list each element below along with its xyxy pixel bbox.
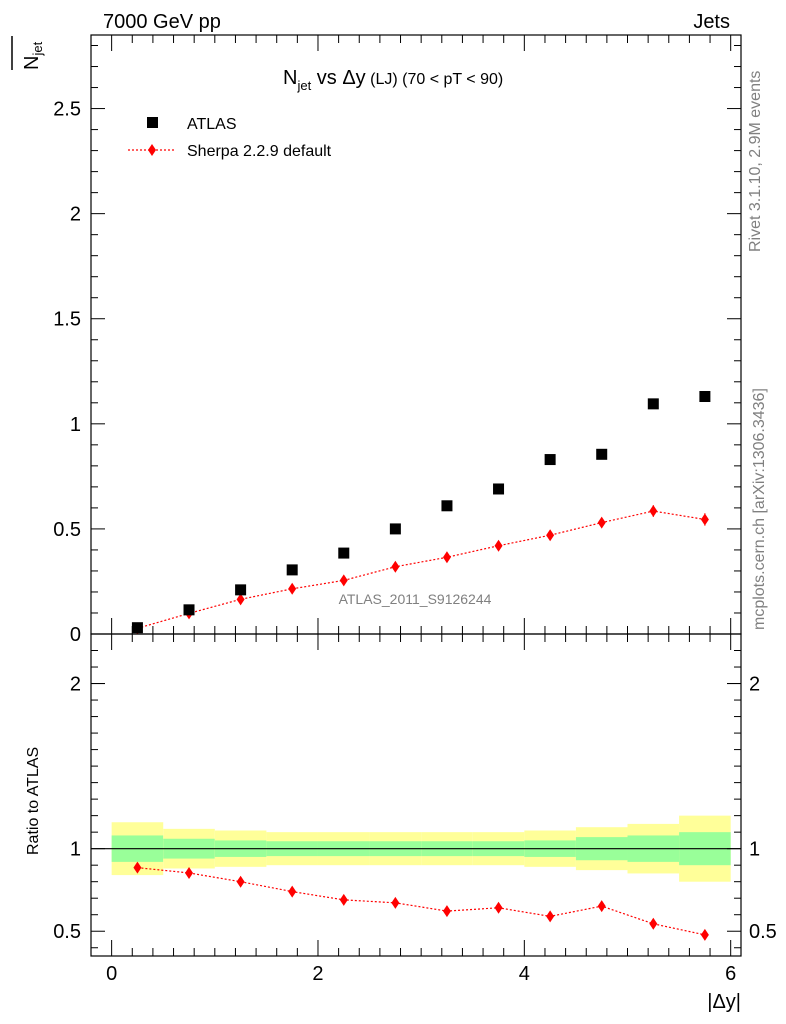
mcplots-label: mcplots.cern.ch [arXiv:1306.3436] [751,388,768,630]
main-ytick-label: 2.5 [53,99,81,121]
atlas-point [441,500,453,512]
ratio-sherpa-point [236,875,245,888]
ratio-ytick-label-right: 0.5 [749,921,777,943]
ratio-sherpa-point [133,861,142,874]
legend-atlas-label: ATLAS [187,116,237,133]
ratio-sherpa-point [546,910,555,923]
ratio-sherpa-point [288,885,297,898]
sherpa-point [236,593,245,606]
main-ytick-label: 0.5 [53,519,81,541]
main-ytick-label: 0 [70,624,81,646]
atlas-point [647,398,659,410]
ratio-sherpa-point [339,893,348,906]
main-ytick-label: 1.5 [53,309,81,331]
header-left: 7000 GeV pp [103,11,221,33]
ratio-xtick-label: 2 [312,963,323,985]
sherpa-point [391,560,400,573]
sherpa-point [494,539,503,552]
sherpa-point [339,574,348,587]
ratio-sherpa-point [185,866,194,879]
atlas-point [131,622,143,634]
sherpa-point [649,505,658,518]
sherpa-point [597,516,606,529]
main-ylabel: Njet [11,36,45,70]
header-right: Jets [693,11,730,33]
ratio-sherpa-point [700,928,709,941]
sherpa-point [288,582,297,595]
ratio-sherpa-line [137,867,706,936]
atlas-point [596,448,608,460]
main-title: Njet vs Δy (LJ) (70 < pT < 90) [283,67,503,93]
atlas-point [544,454,556,466]
legend-sherpa-marker [148,144,156,156]
rivet-label: Rivet 3.1.10, 2.9M events [747,71,764,252]
sherpa-line [137,510,705,629]
ratio-ylabel: Ratio to ATLAS [25,747,42,855]
legend: ATLAS Sherpa 2.2.9 default [128,116,332,160]
atlas-point [183,604,195,616]
ratio-ytick-label: 0.5 [53,921,81,943]
ratio-ytick-label-right: 2 [749,674,760,696]
main-ytick-label: 2 [70,204,81,226]
ratio-sherpa-point [494,901,503,914]
atlas-point [235,584,247,596]
ratio-ytick-label: 2 [70,674,81,696]
ratio-xtick-label: 0 [106,963,117,985]
sherpa-point [442,551,451,564]
x-axis-label: |Δy| [707,991,741,1013]
sherpa-point [546,529,555,542]
main-plot-area: 0 0.5 1 1.5 2 2.5 [53,34,742,646]
ratio-plot-area: 0.5 0.5 1 1 2 2 0 2 4 6 [53,633,777,985]
ratio-xtick-label: 4 [519,963,530,985]
ratio-ytick-label-right: 1 [749,839,760,861]
atlas-point [286,564,298,576]
ratio-ytick-label: 1 [70,839,81,861]
ratio-frame [90,633,742,957]
atlas-point [493,483,505,495]
atlas-point [338,547,350,559]
ratio-sherpa-point [649,917,658,930]
legend-atlas-marker [147,117,158,128]
ratio-sherpa-point [391,896,400,909]
sherpa-point [700,513,709,526]
atlas-point [389,523,401,535]
ratio-sherpa-point [442,905,451,918]
watermark: ATLAS_2011_S9126244 [339,591,492,607]
atlas-point [699,391,711,403]
ratio-sherpa-point [597,900,606,913]
svg-text:Njet: Njet [21,41,45,70]
main-ytick-label: 1 [70,414,81,436]
legend-sherpa-label: Sherpa 2.2.9 default [187,143,332,160]
ratio-xtick-label: 6 [725,963,736,985]
